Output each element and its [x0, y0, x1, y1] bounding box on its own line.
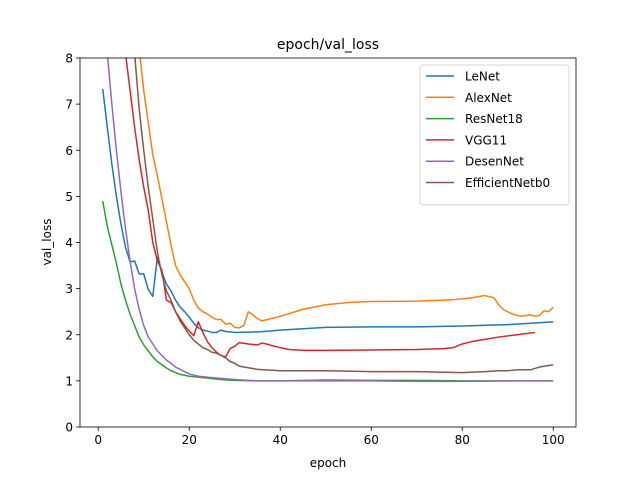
x-tick-label: 0: [94, 433, 102, 447]
y-tick-label: 8: [65, 52, 73, 66]
chart-title: epoch/val_loss: [277, 37, 379, 53]
y-tick-label: 1: [65, 374, 73, 388]
y-tick-label: 7: [65, 98, 73, 112]
x-tick-label: 20: [182, 433, 197, 447]
legend-label: ResNet18: [465, 112, 523, 126]
x-tick-label: 80: [455, 433, 470, 447]
series-line-1: [139, 58, 554, 329]
x-tick-label: 40: [273, 433, 288, 447]
legend: LeNet AlexNet ResNet18 VGG11 DesenNet Efficie…: [419, 64, 570, 206]
y-axis-label: val_loss: [40, 219, 54, 266]
plot-area: [79, 57, 577, 428]
y-tick-label: 6: [65, 144, 73, 158]
legend-box: [419, 64, 570, 206]
legend-label: LeNet: [465, 70, 500, 84]
y-tick-label: 4: [65, 236, 73, 250]
legend-label: EfficientNetb0: [465, 176, 550, 190]
legend-label: DesenNet: [465, 155, 524, 169]
legend-label: AlexNet: [465, 91, 512, 105]
x-axis-label: epoch: [310, 456, 347, 470]
legend-label: VGG11: [465, 133, 507, 147]
y-tick-label: 2: [65, 328, 73, 342]
y-tick-label: 0: [65, 421, 73, 435]
x-tick-label: 100: [542, 433, 565, 447]
series-line-2: [102, 200, 554, 382]
x-axis: 0 20 40 60 80 100: [94, 427, 565, 447]
y-tick-label: 3: [65, 282, 73, 296]
y-tick-label: 5: [65, 190, 73, 204]
series-line-3: [125, 58, 536, 358]
series-line-5: [134, 58, 554, 374]
x-tick-label: 60: [364, 433, 379, 447]
y-axis: 0 1 2 3 4 5 6 7 8: [65, 52, 80, 435]
series-line-4: [106, 58, 554, 383]
